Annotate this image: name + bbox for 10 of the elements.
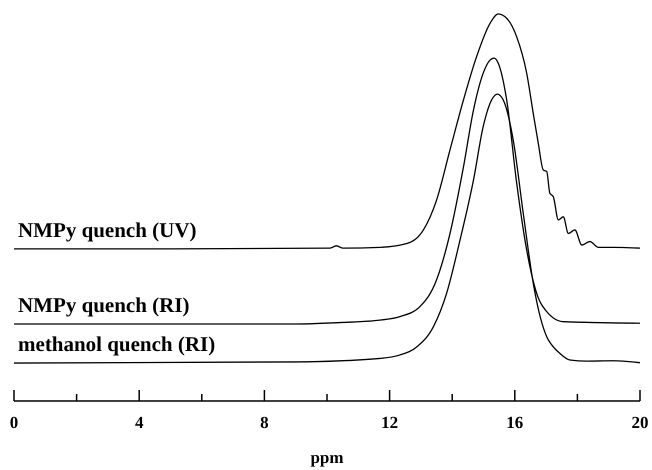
x-tick-label: 20 (632, 413, 648, 432)
x-tick-label: 8 (260, 413, 269, 432)
x-tick-label: 0 (10, 413, 18, 432)
x-axis-title: ppm (310, 448, 344, 467)
x-tick-label: 12 (381, 413, 398, 432)
series-label: NMPy quench (UV) (18, 218, 196, 242)
x-tick-label: 16 (506, 413, 524, 432)
x-tick-label: 4 (134, 413, 144, 432)
series-label: methanol quench (RI) (18, 332, 216, 356)
series-label: NMPy quench (RI) (18, 292, 190, 317)
